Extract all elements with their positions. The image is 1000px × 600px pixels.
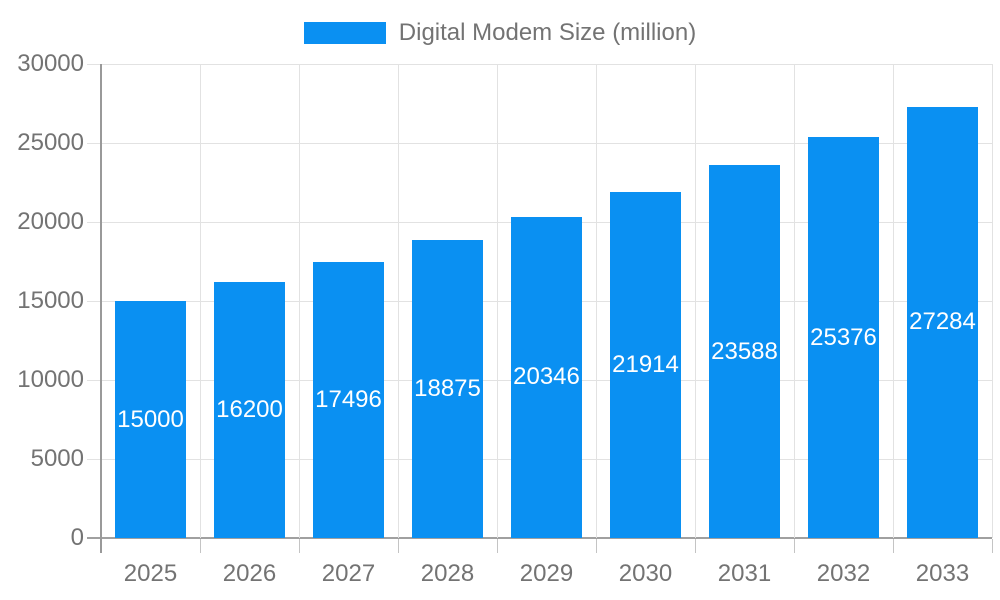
bar-2031[interactable] xyxy=(709,165,780,538)
x-tick-label-2029: 2029 xyxy=(519,560,574,587)
x-tick-label-2026: 2026 xyxy=(222,560,277,587)
bar-2027[interactable] xyxy=(313,261,384,538)
x-tick-label-2032: 2032 xyxy=(816,560,871,587)
bar-2032[interactable] xyxy=(808,137,879,538)
x-tick-label-2025: 2025 xyxy=(123,560,178,587)
y-gridline xyxy=(87,63,992,65)
y-tick-label-25000: 25000 xyxy=(17,129,84,156)
x-tick xyxy=(794,539,795,553)
chart-legend-item[interactable]: Digital Modem Size (million) xyxy=(0,18,1000,48)
x-gridline xyxy=(794,64,795,538)
x-tick-label-2030: 2030 xyxy=(618,560,673,587)
y-tick-label-30000: 30000 xyxy=(17,50,84,77)
y-tick-label-5000: 5000 xyxy=(30,445,84,472)
x-gridline xyxy=(695,64,696,538)
y-axis-line xyxy=(100,64,102,553)
y-tick-label-15000: 15000 xyxy=(17,287,84,314)
x-tick xyxy=(398,539,399,553)
bar-2029[interactable] xyxy=(511,216,582,538)
bar-2026[interactable] xyxy=(214,282,285,538)
bar-2025[interactable] xyxy=(115,301,186,538)
bar-2028[interactable] xyxy=(412,239,483,538)
x-gridline xyxy=(200,64,201,538)
x-gridline xyxy=(596,64,597,538)
bar-2033[interactable] xyxy=(907,106,978,538)
x-tick xyxy=(299,539,300,553)
y-gridline xyxy=(87,142,992,144)
x-tick xyxy=(695,539,696,553)
legend-swatch xyxy=(303,22,386,44)
y-tick-label-20000: 20000 xyxy=(17,208,84,235)
x-tick xyxy=(200,539,201,553)
x-gridline xyxy=(893,64,894,538)
x-gridline xyxy=(299,64,300,538)
x-tick-label-2033: 2033 xyxy=(915,560,970,587)
x-gridline xyxy=(497,64,498,538)
x-tick xyxy=(497,539,498,553)
y-tick-label-10000: 10000 xyxy=(17,366,84,393)
x-tick-label-2027: 2027 xyxy=(321,560,376,587)
x-tick xyxy=(992,539,993,553)
zero-line xyxy=(87,537,992,539)
x-gridline xyxy=(398,64,399,538)
x-tick xyxy=(596,539,597,553)
legend-label: Digital Modem Size (million) xyxy=(398,19,697,46)
x-tick-label-2028: 2028 xyxy=(420,560,475,587)
x-tick-label-2031: 2031 xyxy=(717,560,772,587)
x-tick xyxy=(893,539,894,553)
y-tick-label-0: 0 xyxy=(70,524,84,551)
x-gridline xyxy=(992,64,993,538)
bar-2030[interactable] xyxy=(610,191,681,538)
